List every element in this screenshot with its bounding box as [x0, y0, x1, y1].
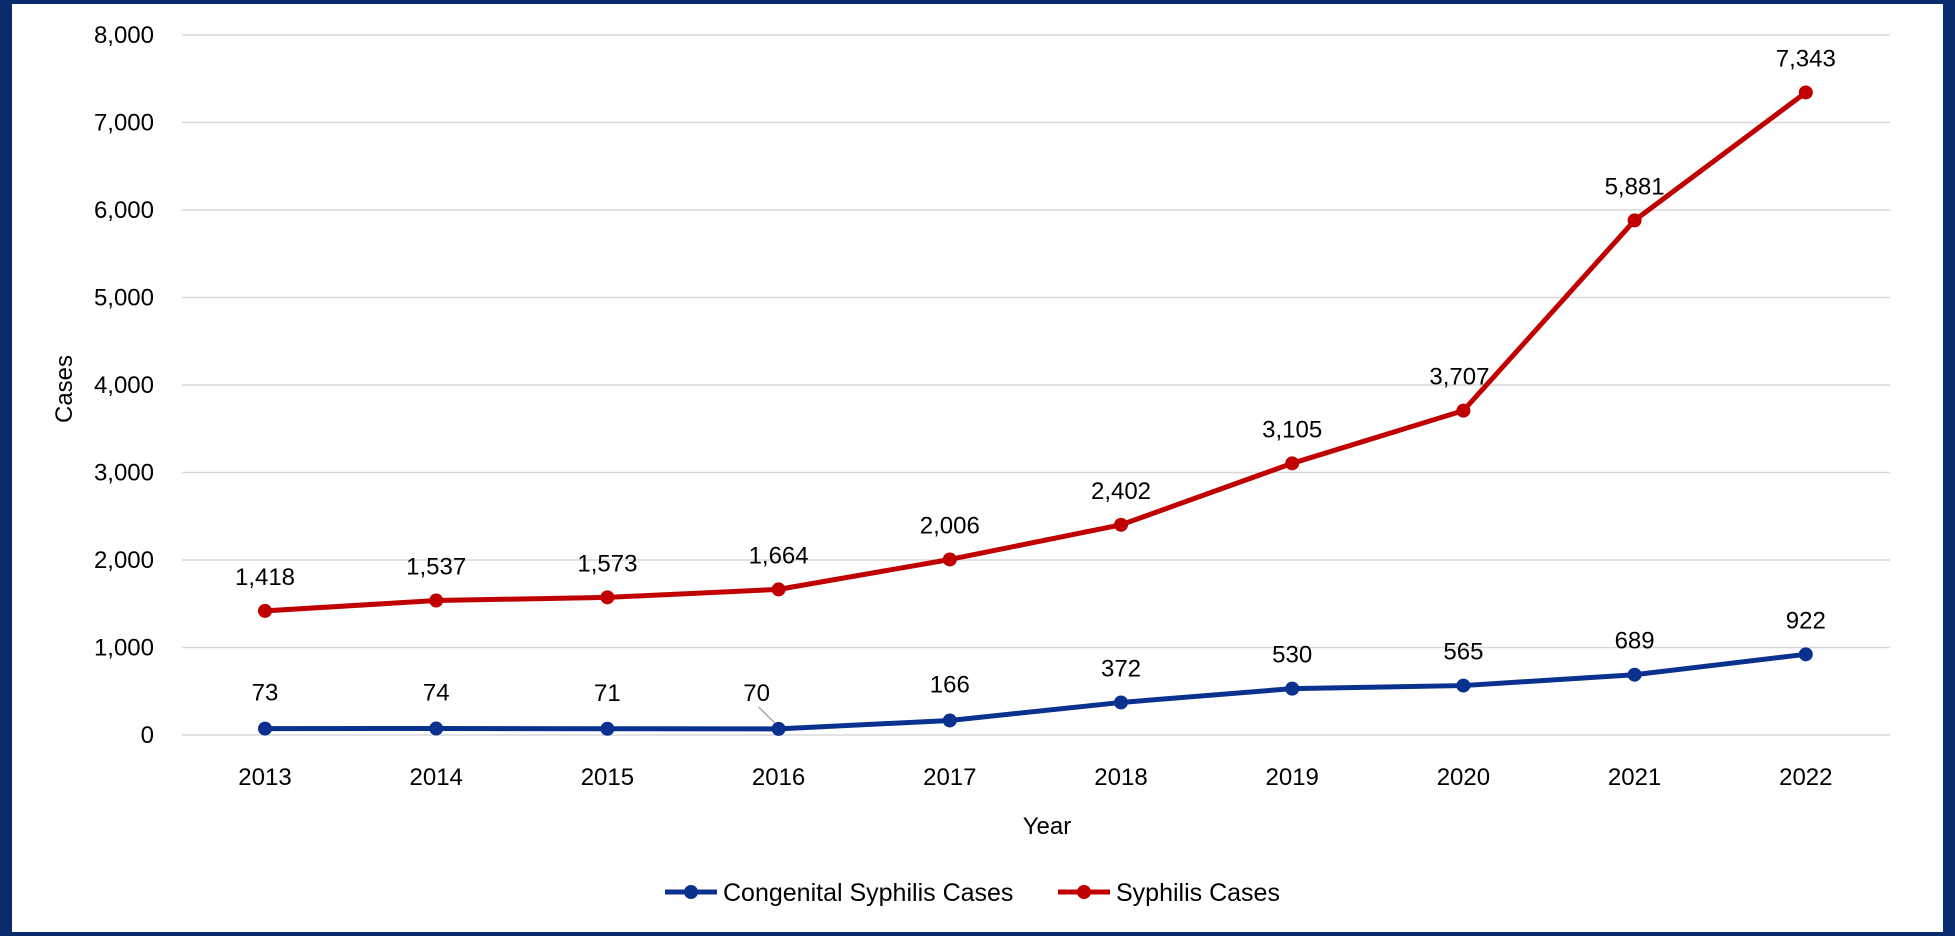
x-axis-title: Year	[1023, 813, 1072, 840]
data-point	[1114, 517, 1128, 532]
data-label: 1,664	[749, 542, 809, 569]
series-layer	[258, 85, 1813, 736]
series-line	[262, 651, 1809, 732]
x-tick-label: 2014	[410, 764, 463, 791]
data-label: 1,537	[406, 554, 466, 581]
x-tick-label: 2020	[1437, 764, 1490, 791]
leader-line	[758, 706, 776, 724]
legend-marker	[684, 885, 698, 899]
x-tick-label: 2019	[1266, 764, 1319, 791]
y-axis-title: Cases	[51, 355, 78, 423]
data-label: 372	[1101, 655, 1141, 682]
data-label: 3,707	[1429, 364, 1489, 391]
data-point	[1285, 456, 1300, 471]
x-tick-label: 2022	[1779, 764, 1832, 791]
data-point	[1456, 403, 1471, 418]
y-tick-label: 3,000	[94, 460, 154, 487]
data-label: 74	[423, 680, 450, 707]
data-point	[1627, 213, 1642, 228]
y-tick-label: 5,000	[94, 285, 154, 312]
y-tick-label: 1,000	[94, 635, 154, 662]
data-point	[429, 721, 444, 736]
data-point	[258, 603, 272, 618]
y-tick-label: 8,000	[94, 22, 154, 49]
y-tick-label: 6,000	[94, 197, 154, 224]
legend-item: Congenital Syphilis Cases	[665, 879, 1013, 907]
data-label: 2,006	[920, 512, 980, 539]
data-point	[429, 593, 444, 608]
data-label: 2,402	[1091, 478, 1151, 505]
data-point	[1114, 695, 1128, 710]
y-tick-label: 7,000	[94, 110, 154, 137]
data-point	[1285, 681, 1300, 696]
x-tick-label: 2017	[923, 764, 976, 791]
legend-label: Syphilis Cases	[1116, 879, 1280, 907]
y-tick-label: 4,000	[94, 372, 154, 399]
legend-item: Syphilis Cases	[1058, 879, 1280, 907]
y-axis-ticks: 0 1,000 2,000 3,000 4,000 5,000 6,000 7,000 8,00…	[94, 22, 154, 749]
data-label: 71	[594, 680, 621, 707]
data-label: 70	[743, 680, 770, 707]
x-tick-label: 2013	[238, 764, 291, 791]
data-label: 530	[1272, 642, 1312, 669]
data-point	[771, 582, 786, 597]
data-point	[1798, 647, 1813, 662]
data-point	[600, 590, 615, 605]
data-labels: 73 74 71 70 166 372 530 565 689 922 1,418 1,537 1,57…	[235, 45, 1836, 724]
data-label: 689	[1615, 628, 1655, 655]
y-tick-label: 0	[141, 722, 154, 749]
x-tick-label: 2016	[752, 764, 805, 791]
data-label: 565	[1443, 639, 1483, 666]
data-point	[771, 721, 786, 736]
data-label: 73	[252, 680, 279, 707]
data-point	[1798, 85, 1813, 100]
legend: Congenital Syphilis Cases Syphilis Cases	[665, 879, 1280, 907]
data-label: 3,105	[1262, 416, 1322, 443]
data-label: 5,881	[1605, 173, 1665, 200]
x-tick-label: 2018	[1094, 764, 1147, 791]
x-tick-label: 2021	[1608, 764, 1661, 791]
y-tick-label: 2,000	[94, 547, 154, 574]
x-axis-ticks: 2013 2014 2015 2016 2017 2018 2019 2020 2021 2022	[238, 764, 1832, 791]
chart-frame: 0 1,000 2,000 3,000 4,000 5,000 6,000 7,000 8,00…	[12, 4, 1943, 932]
legend-label: Congenital Syphilis Cases	[723, 879, 1013, 907]
data-label: 922	[1786, 607, 1826, 634]
gridlines	[182, 34, 1890, 736]
data-point	[942, 713, 957, 728]
x-tick-label: 2015	[581, 764, 634, 791]
data-label: 7,343	[1776, 45, 1836, 72]
series-syphilis	[258, 85, 1813, 618]
data-label: 1,418	[235, 564, 295, 591]
data-label: 166	[930, 671, 970, 698]
series-line	[262, 89, 1809, 614]
data-label: 1,573	[577, 550, 637, 577]
series-congenital-syphilis	[258, 647, 1813, 736]
data-point	[942, 552, 957, 567]
legend-marker	[1077, 885, 1091, 899]
line-chart: 0 1,000 2,000 3,000 4,000 5,000 6,000 7,000 8,00…	[51, 22, 1890, 907]
data-point	[600, 721, 615, 736]
data-point	[1456, 678, 1471, 693]
data-point	[1627, 667, 1642, 682]
data-point	[258, 721, 272, 736]
